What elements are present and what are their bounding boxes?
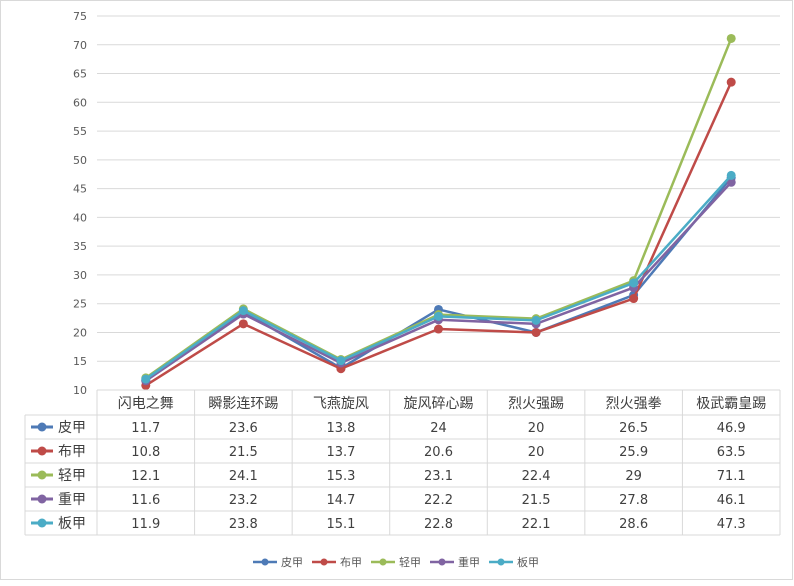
table-cell-1-4: 24 bbox=[430, 421, 447, 436]
table-cell-1-2: 23.6 bbox=[229, 421, 258, 436]
table-cell-3-7: 71.1 bbox=[717, 469, 746, 484]
row-series-name-1: 皮甲 bbox=[58, 420, 86, 436]
series-lines bbox=[141, 33, 736, 390]
y-tick-label-60: 60 bbox=[73, 96, 87, 109]
table-cell-3-4: 23.1 bbox=[424, 469, 453, 484]
data-point-2-7 bbox=[726, 77, 736, 87]
table-cell-3-5: 22.4 bbox=[522, 469, 551, 484]
legend-entry-4: 重甲 bbox=[458, 555, 480, 569]
category-label-3: 飞燕旋风 bbox=[313, 396, 369, 412]
table-cell-4-5: 21.5 bbox=[522, 493, 551, 508]
row-legend-key-marker-1 bbox=[37, 422, 47, 432]
table-cell-1-3: 13.8 bbox=[326, 421, 355, 436]
y-tick-label-70: 70 bbox=[73, 39, 87, 52]
table-cell-4-7: 46.1 bbox=[717, 493, 746, 508]
data-point-4-7 bbox=[726, 177, 736, 187]
category-label-4: 旋风碎心踢 bbox=[404, 396, 474, 412]
table-cell-1-5: 20 bbox=[528, 421, 545, 436]
table-cell-1-1: 11.7 bbox=[131, 421, 160, 436]
legend-entry-1: 皮甲 bbox=[281, 556, 303, 569]
table-cell-3-6: 29 bbox=[625, 469, 642, 484]
data-point-2-2 bbox=[238, 319, 248, 329]
legend-entry-3: 轻甲 bbox=[399, 555, 421, 569]
y-tick-label-15: 15 bbox=[73, 355, 87, 368]
table-cell-2-1: 10.8 bbox=[131, 445, 160, 460]
table-cell-2-2: 21.5 bbox=[229, 445, 258, 460]
table-cell-2-7: 63.5 bbox=[717, 445, 746, 460]
row-legend-key-marker-5 bbox=[37, 518, 47, 528]
table-cell-4-6: 27.8 bbox=[619, 493, 648, 508]
category-label-5: 烈火强踢 bbox=[508, 396, 564, 412]
y-tick-label-10: 10 bbox=[73, 384, 87, 397]
data-point-5-3 bbox=[336, 356, 346, 366]
y-tick-label-45: 45 bbox=[73, 183, 87, 196]
table-cell-5-4: 22.8 bbox=[424, 517, 453, 532]
table-cell-1-6: 26.5 bbox=[619, 421, 648, 436]
y-tick-label-50: 50 bbox=[73, 154, 87, 167]
data-point-5-7 bbox=[726, 170, 736, 180]
y-tick-label-40: 40 bbox=[73, 211, 87, 224]
data-point-5-5 bbox=[531, 315, 541, 325]
table-cell-2-5: 20 bbox=[528, 445, 545, 460]
data-point-5-1 bbox=[141, 374, 151, 384]
table-cell-2-4: 20.6 bbox=[424, 445, 453, 460]
data-point-3-7 bbox=[726, 33, 736, 43]
y-tick-label-75: 75 bbox=[73, 10, 87, 23]
table-cell-3-2: 24.1 bbox=[229, 469, 258, 484]
row-legend-key-marker-2 bbox=[37, 446, 47, 456]
y-tick-label-35: 35 bbox=[73, 240, 87, 253]
table-cell-3-3: 15.3 bbox=[326, 469, 355, 484]
table-cell-4-3: 14.7 bbox=[326, 493, 355, 508]
table-cell-4-2: 23.2 bbox=[229, 493, 258, 508]
category-label-1: 闪电之舞 bbox=[118, 396, 174, 412]
legend-key-marker-1 bbox=[261, 558, 269, 566]
row-series-name-2: 布甲 bbox=[58, 444, 86, 460]
table-cell-1-7: 46.9 bbox=[717, 421, 746, 436]
row-series-name-3: 轻甲 bbox=[58, 468, 86, 484]
legend-entry-2: 布甲 bbox=[340, 556, 362, 569]
table-cell-4-1: 11.6 bbox=[131, 493, 160, 508]
data-point-5-2 bbox=[238, 306, 248, 316]
y-axis: 10 15 20 25 30 35 40 45 50 55 60 65 70 75 bbox=[73, 10, 87, 397]
row-legend-key-marker-4 bbox=[37, 494, 47, 504]
y-tick-label-65: 65 bbox=[73, 68, 87, 81]
y-tick-label-30: 30 bbox=[73, 269, 87, 282]
table-cell-3-1: 12.1 bbox=[131, 469, 160, 484]
legend-key-marker-3 bbox=[379, 558, 387, 566]
table-cell-5-6: 28.6 bbox=[619, 517, 648, 532]
legend-key-marker-2 bbox=[320, 558, 328, 566]
table-cell-5-1: 11.9 bbox=[131, 517, 160, 532]
series-line-2 bbox=[145, 81, 733, 387]
data-point-2-4 bbox=[434, 324, 443, 334]
y-tick-label-20: 20 bbox=[73, 326, 87, 339]
legend-key-marker-5 bbox=[497, 558, 505, 566]
table-cell-4-4: 22.2 bbox=[424, 493, 453, 508]
legend-entry-5: 板甲 bbox=[517, 555, 539, 569]
data-point-2-6 bbox=[629, 294, 639, 304]
data-point-5-6 bbox=[629, 278, 639, 288]
row-series-name-4: 重甲 bbox=[58, 492, 86, 508]
table-cell-5-5: 22.1 bbox=[522, 517, 551, 532]
category-label-7: 极武霸皇踢 bbox=[696, 396, 766, 412]
table-cell-5-2: 23.8 bbox=[229, 517, 258, 532]
grid-lines bbox=[97, 15, 780, 362]
category-label-6: 烈火强拳 bbox=[606, 396, 662, 412]
table-cell-5-7: 47.3 bbox=[717, 517, 746, 532]
row-legend-key-marker-3 bbox=[37, 470, 47, 480]
row-series-name-5: 板甲 bbox=[58, 516, 86, 532]
data-point-2-5 bbox=[531, 327, 541, 337]
table-cell-2-3: 13.7 bbox=[326, 445, 355, 460]
y-tick-label-25: 25 bbox=[73, 298, 87, 311]
table-cell-2-6: 25.9 bbox=[619, 445, 648, 460]
data-point-5-4 bbox=[434, 311, 443, 321]
table-cell-5-3: 15.1 bbox=[326, 517, 355, 532]
category-label-2: 瞬影连环踢 bbox=[208, 396, 278, 412]
legend-key-marker-4 bbox=[438, 558, 446, 566]
y-tick-label-55: 55 bbox=[73, 125, 87, 138]
legend: 皮甲 布甲 轻甲 重甲 板甲 bbox=[253, 555, 539, 569]
